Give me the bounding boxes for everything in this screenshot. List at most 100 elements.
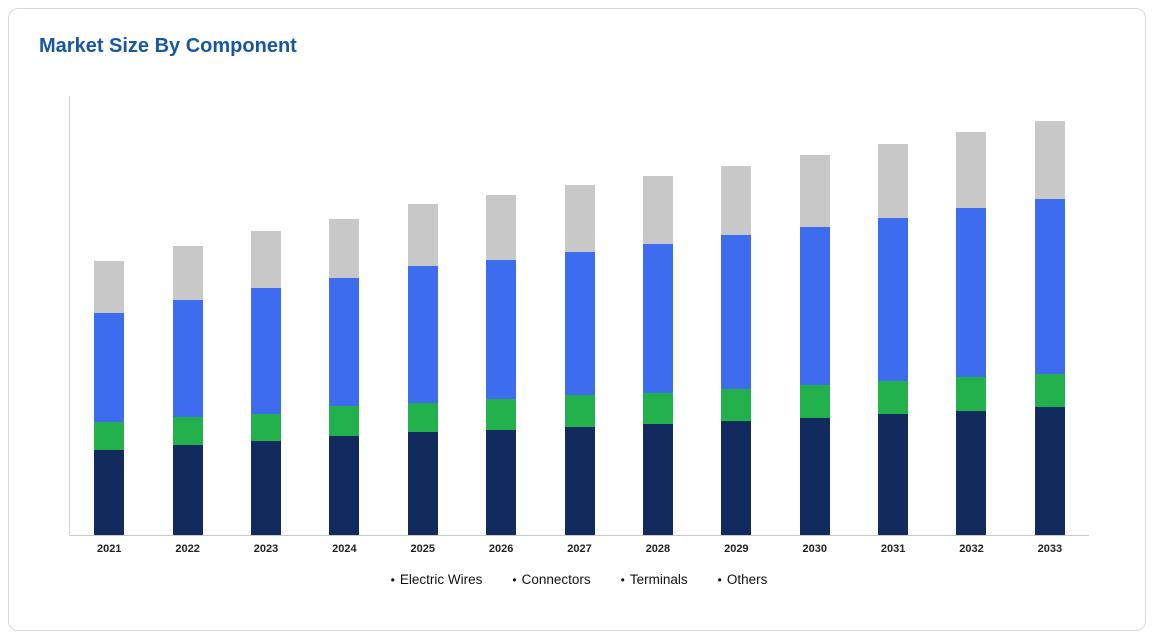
segment-electric-wires[interactable]	[956, 411, 987, 535]
segment-terminals[interactable]	[329, 278, 360, 406]
segment-terminals[interactable]	[250, 288, 281, 414]
segment-connectors[interactable]	[172, 417, 203, 445]
segment-electric-wires[interactable]	[329, 436, 360, 535]
segment-connectors[interactable]	[642, 393, 673, 424]
legend-label-electric-wires: Electric Wires	[399, 572, 483, 587]
segment-terminals[interactable]	[407, 266, 438, 403]
stacked-bar-2022[interactable]	[172, 246, 203, 535]
segment-terminals[interactable]	[172, 300, 203, 417]
stacked-bar-2021[interactable]	[94, 261, 125, 535]
stacked-bar-2031[interactable]	[878, 144, 909, 535]
bar-column-2029: 2029	[697, 96, 775, 555]
segment-terminals[interactable]	[486, 260, 517, 399]
x-axis-label-2031: 2031	[880, 543, 906, 555]
segment-terminals[interactable]	[642, 244, 673, 393]
bar-column-2021: 2021	[70, 96, 148, 555]
legend-item-connectors[interactable]: • Connectors	[512, 572, 590, 587]
segment-others[interactable]	[799, 155, 830, 227]
segment-terminals[interactable]	[1034, 199, 1065, 374]
segment-electric-wires[interactable]	[721, 421, 752, 535]
x-axis-label-2025: 2025	[410, 543, 435, 555]
segment-electric-wires[interactable]	[642, 424, 673, 535]
x-axis-label-2024: 2024	[332, 543, 357, 555]
segment-connectors[interactable]	[799, 385, 830, 418]
x-axis-label-2033: 2033	[1037, 543, 1063, 555]
stacked-bar-2024[interactable]	[329, 219, 360, 535]
segment-connectors[interactable]	[721, 389, 752, 421]
segment-others[interactable]	[172, 246, 203, 300]
stacked-bar-2025[interactable]	[407, 204, 438, 535]
bar-column-2028: 2028	[619, 96, 697, 555]
segment-terminals[interactable]	[799, 227, 830, 385]
segment-electric-wires[interactable]	[486, 430, 517, 535]
segment-terminals[interactable]	[878, 218, 909, 381]
legend-item-others[interactable]: • Others	[718, 572, 768, 587]
stacked-bar-2027[interactable]	[564, 185, 595, 535]
segment-terminals[interactable]	[956, 208, 987, 377]
segment-others[interactable]	[250, 231, 281, 288]
x-axis-label-2026: 2026	[488, 543, 514, 555]
stacked-bar-2028[interactable]	[642, 176, 673, 535]
segment-electric-wires[interactable]	[172, 445, 203, 535]
legend-label-connectors: Connectors	[521, 572, 591, 587]
segment-terminals[interactable]	[94, 313, 125, 422]
segment-connectors[interactable]	[1034, 374, 1065, 407]
segment-electric-wires[interactable]	[564, 427, 595, 535]
segment-others[interactable]	[642, 176, 673, 244]
segment-others[interactable]	[486, 195, 517, 260]
segment-others[interactable]	[564, 185, 595, 252]
segment-electric-wires[interactable]	[250, 441, 281, 535]
legend-label-others: Others	[726, 572, 768, 587]
legend-bullet-icon: •	[390, 572, 395, 587]
segment-electric-wires[interactable]	[799, 418, 830, 535]
bar-column-2022: 2022	[148, 96, 226, 555]
stacked-bar-2023[interactable]	[250, 231, 281, 535]
bar-column-2026: 2026	[462, 96, 540, 555]
bar-column-2032: 2032	[932, 96, 1010, 555]
bar-column-2027: 2027	[540, 96, 618, 555]
x-axis-label-2032: 2032	[959, 543, 984, 555]
segment-connectors[interactable]	[564, 395, 595, 427]
stacked-bar-2030[interactable]	[799, 155, 830, 535]
x-axis-label-2022: 2022	[175, 543, 200, 555]
bar-column-2025: 2025	[384, 96, 462, 555]
segment-others[interactable]	[407, 204, 438, 266]
segment-connectors[interactable]	[94, 422, 125, 450]
segment-connectors[interactable]	[250, 414, 281, 441]
legend-item-electric-wires[interactable]: • Electric Wires	[391, 572, 483, 587]
stacked-bar-2029[interactable]	[721, 166, 752, 535]
segment-connectors[interactable]	[486, 399, 517, 430]
segment-others[interactable]	[1034, 121, 1065, 199]
segment-others[interactable]	[956, 132, 987, 208]
legend-label-terminals: Terminals	[629, 572, 688, 587]
legend-bullet-icon: •	[512, 572, 517, 587]
segment-connectors[interactable]	[878, 381, 909, 414]
stacked-bar-2026[interactable]	[486, 195, 517, 535]
x-axis-label-2029: 2029	[724, 543, 749, 555]
segment-electric-wires[interactable]	[1034, 407, 1065, 535]
segment-electric-wires[interactable]	[94, 450, 125, 535]
segment-others[interactable]	[721, 166, 752, 235]
x-axis-label-2027: 2027	[567, 543, 592, 555]
x-axis-label-2023: 2023	[253, 543, 279, 555]
segment-others[interactable]	[329, 219, 360, 278]
segment-connectors[interactable]	[956, 377, 987, 411]
segment-electric-wires[interactable]	[407, 432, 438, 535]
segment-electric-wires[interactable]	[878, 414, 909, 535]
segment-terminals[interactable]	[721, 235, 752, 389]
stacked-bar-2033[interactable]	[1034, 121, 1065, 535]
x-axis-label-2030: 2030	[802, 543, 827, 555]
legend-bullet-icon: •	[717, 572, 722, 587]
bar-column-2030: 2030	[776, 96, 854, 555]
legend-item-terminals[interactable]: • Terminals	[621, 572, 688, 587]
x-axis-label-2028: 2028	[645, 543, 671, 555]
segment-terminals[interactable]	[564, 252, 595, 395]
segment-connectors[interactable]	[407, 403, 438, 432]
x-axis-label-2021: 2021	[96, 543, 122, 555]
bar-column-2031: 2031	[854, 96, 932, 555]
stacked-bar-2032[interactable]	[956, 132, 987, 535]
segment-connectors[interactable]	[329, 406, 360, 436]
segment-others[interactable]	[94, 261, 125, 313]
segment-others[interactable]	[878, 144, 909, 218]
legend-bullet-icon: •	[620, 572, 625, 587]
